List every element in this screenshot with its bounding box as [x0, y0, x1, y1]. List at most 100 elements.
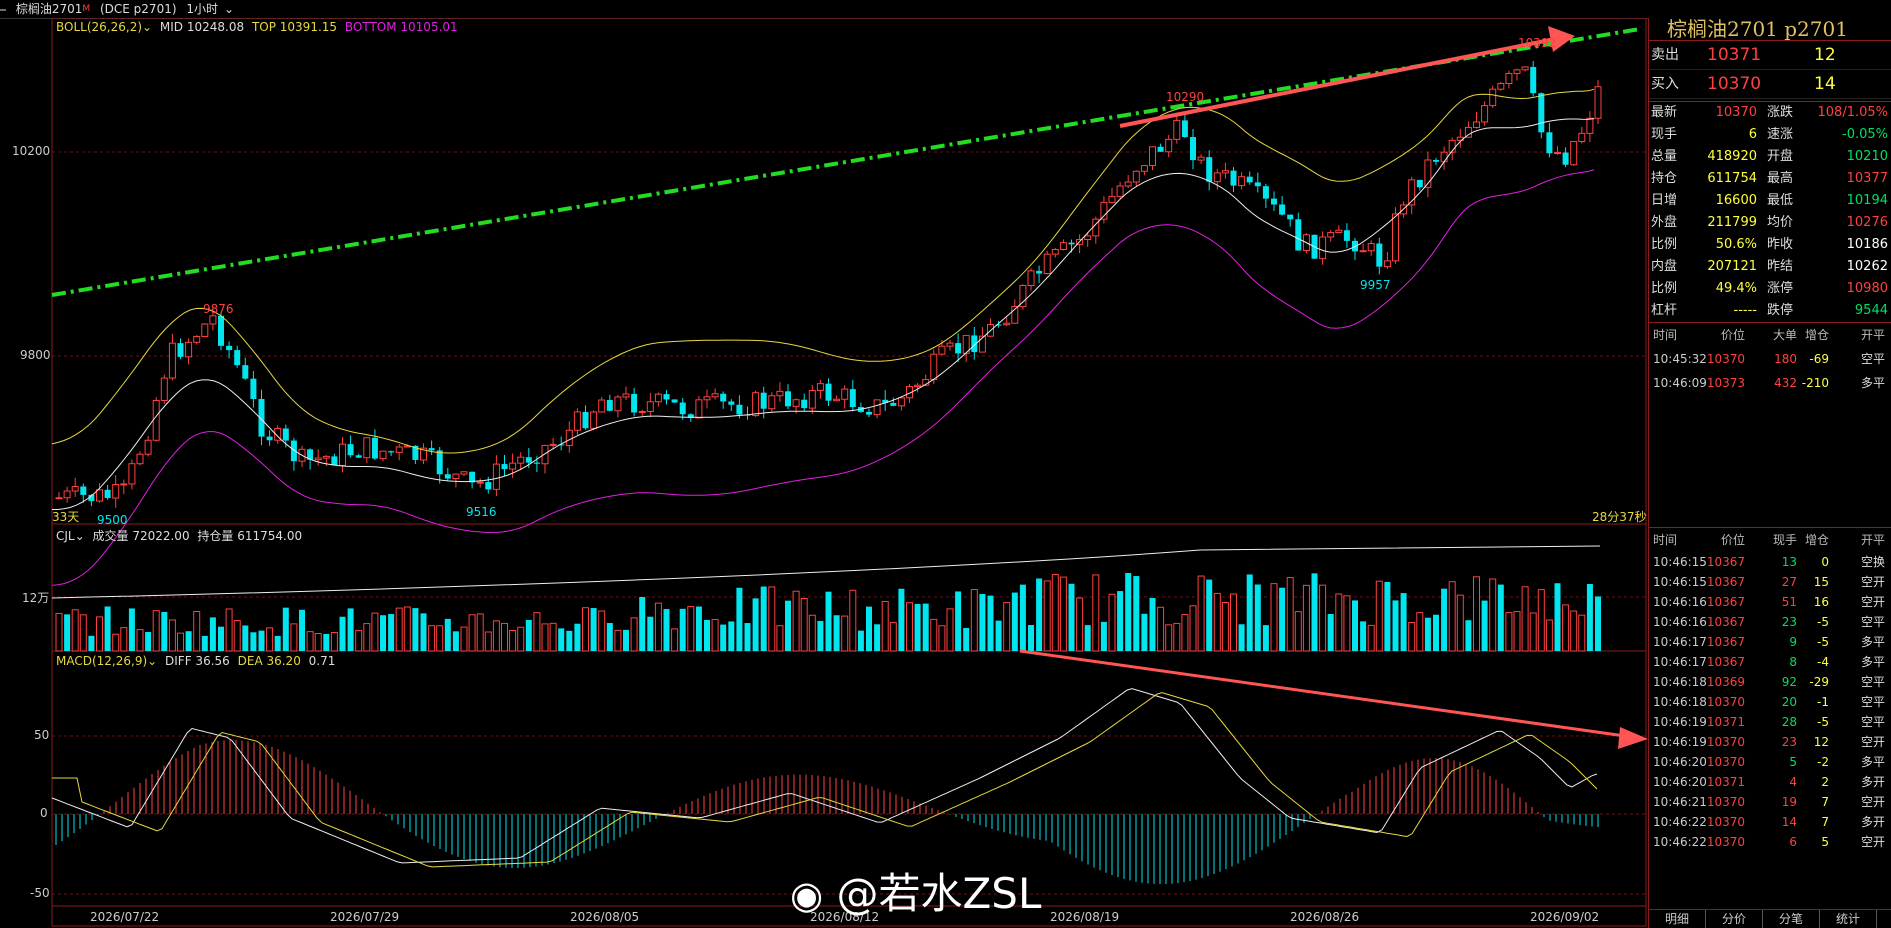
tick-row[interactable]: 10:46:20 10370 5 -2 多平: [1649, 752, 1891, 772]
volume-bar: [1262, 625, 1269, 651]
volume-bar: [1400, 593, 1407, 651]
cell: -2: [1817, 755, 1829, 769]
volume-bar: [201, 635, 208, 651]
candle-body: [687, 414, 694, 418]
big-order-row[interactable]: 10:46:09 10373 432 -210 多平: [1649, 371, 1891, 395]
candle-body: [808, 390, 816, 409]
volume-bar: [1521, 586, 1529, 652]
volume-bar: [938, 625, 946, 652]
oi-value: 持仓量 611754.00: [197, 529, 303, 543]
tick-header: 时间 价位 现手 增仓 开平: [1649, 528, 1891, 552]
cell: 0: [1821, 555, 1829, 569]
stat-label: 均价: [1767, 215, 1794, 230]
boll-label: BOLL(26,26,2): [56, 20, 143, 34]
candle-body: [1562, 152, 1569, 165]
chart-frame: [51, 18, 1647, 927]
candle-body: [80, 486, 87, 495]
candle-body: [339, 443, 346, 466]
tick-row[interactable]: 10:46:22 10370 6 5 空开: [1649, 832, 1891, 852]
column-header: 增仓: [1804, 328, 1829, 342]
volume-bar: [1302, 584, 1310, 652]
candle-body: [614, 396, 622, 412]
tick-table[interactable]: 时间 价位 现手 增仓 开平 10:46:15 10367 13 0 空换 10:46:15 1036…: [1649, 528, 1891, 852]
candle-body: [1433, 159, 1439, 162]
tick-row[interactable]: 10:46:22 10370 14 7 多开: [1649, 812, 1891, 832]
watermark: ◉ @若水ZSL: [790, 869, 1042, 918]
tick-row[interactable]: 10:46:17 10367 8 -4 多平: [1649, 652, 1891, 672]
volume-bar: [1238, 624, 1245, 651]
tick-row[interactable]: 10:46:16 10367 51 16 空开: [1649, 592, 1891, 612]
chart-canvas[interactable]: [0, 18, 1648, 928]
candle-body: [1295, 219, 1302, 251]
volume-bar: [274, 635, 281, 651]
candle-body: [436, 450, 443, 475]
volume-bar: [1456, 594, 1464, 652]
volume-bar: [906, 602, 913, 652]
tick-row[interactable]: 10:46:15 10367 13 0 空换: [1649, 552, 1891, 572]
volume-bar: [955, 591, 962, 651]
candle-body: [801, 399, 808, 409]
tick-row[interactable]: 10:46:17 10367 9 -5 多平: [1649, 632, 1891, 652]
menu-icon[interactable]: ⎯: [0, 2, 7, 16]
ask-row[interactable]: 卖出 10371 12: [1649, 40, 1891, 70]
volume-bar: [1133, 576, 1140, 651]
volume-bar: [914, 603, 921, 651]
tick-row[interactable]: 10:46:19 10371 28 -5 空平: [1649, 712, 1891, 732]
candle-body: [1173, 119, 1181, 140]
volume-bar: [128, 608, 135, 651]
candle-body: [1019, 284, 1027, 308]
volume-bar: [946, 608, 954, 652]
candle-body: [1343, 230, 1350, 241]
candle-body: [582, 411, 589, 429]
volume-bar: [420, 613, 427, 651]
tick-row[interactable]: 10:46:15 10367 27 15 空开: [1649, 572, 1891, 592]
stat-value: 10377: [1846, 171, 1888, 186]
volume-indicator[interactable]: CJL⌄ 成交量 72022.00 持仓量 611754.00: [56, 529, 303, 543]
candle-body: [833, 398, 841, 402]
tick-row[interactable]: 10:46:19 10370 23 12 空开: [1649, 732, 1891, 752]
volume-bar: [987, 595, 994, 651]
cell: -1: [1817, 695, 1829, 709]
countdown: 28分37秒: [1592, 510, 1647, 524]
cell: 10370: [1706, 352, 1745, 366]
candle-body: [1165, 138, 1173, 153]
tick-row[interactable]: 10:46:21 10370 19 7 空开: [1649, 792, 1891, 812]
boll-indicator[interactable]: BOLL(26,26,2)⌄ MID 10248.08 TOP 10391.15…: [56, 20, 458, 34]
xtick: 2026/08/26: [1290, 910, 1360, 924]
cell: 10367: [1706, 555, 1745, 569]
big-order-row[interactable]: 10:45:32 10370 180 -69 空平: [1649, 347, 1891, 371]
cell: 10:45:32: [1653, 352, 1707, 366]
volume-bar: [1206, 579, 1213, 651]
candle-body: [274, 427, 282, 441]
tick-row[interactable]: 10:46:18 10369 92 -29 空平: [1649, 672, 1891, 692]
chart-area[interactable]: BOLL(26,26,2)⌄ MID 10248.08 TOP 10391.15…: [0, 18, 1648, 928]
candle-body: [452, 473, 460, 480]
bid-row[interactable]: 买入 10370 14: [1649, 70, 1891, 99]
stat-value: 207121: [1707, 259, 1757, 274]
bid-label: 买入: [1651, 76, 1679, 92]
tab-1[interactable]: 分价: [1706, 910, 1763, 928]
macd-indicator[interactable]: MACD(12,26,9)⌄ DIFF 36.56 DEA 36.20 0.71: [56, 654, 336, 668]
candle-body: [492, 463, 500, 490]
tab-0[interactable]: 明细: [1649, 910, 1706, 928]
volume-bar: [647, 616, 654, 651]
column-header: 现手: [1772, 533, 1797, 547]
tab-3[interactable]: 统计: [1820, 910, 1877, 928]
tick-row[interactable]: 10:46:18 10370 20 -1 空平: [1649, 692, 1891, 712]
candle-body: [226, 345, 233, 351]
volume-bar: [1036, 578, 1043, 651]
candle-body: [71, 486, 79, 492]
cell: 27: [1781, 575, 1797, 589]
candle-body: [250, 378, 257, 399]
period-selector[interactable]: 1小时 ⌄: [186, 2, 235, 16]
tick-row[interactable]: 10:46:20 10371 4 2 多开: [1649, 772, 1891, 792]
candle-body: [160, 377, 168, 402]
cell: 180: [1774, 352, 1797, 366]
volume-bar: [849, 589, 857, 652]
tab-2[interactable]: 分笔: [1763, 910, 1820, 928]
tick-row[interactable]: 10:46:16 10367 23 -5 空平: [1649, 612, 1891, 632]
volume-bar: [1367, 624, 1375, 652]
candle-body: [469, 471, 476, 483]
candle-body: [1335, 229, 1343, 234]
boll-bottom: BOTTOM 10105.01: [344, 20, 458, 34]
